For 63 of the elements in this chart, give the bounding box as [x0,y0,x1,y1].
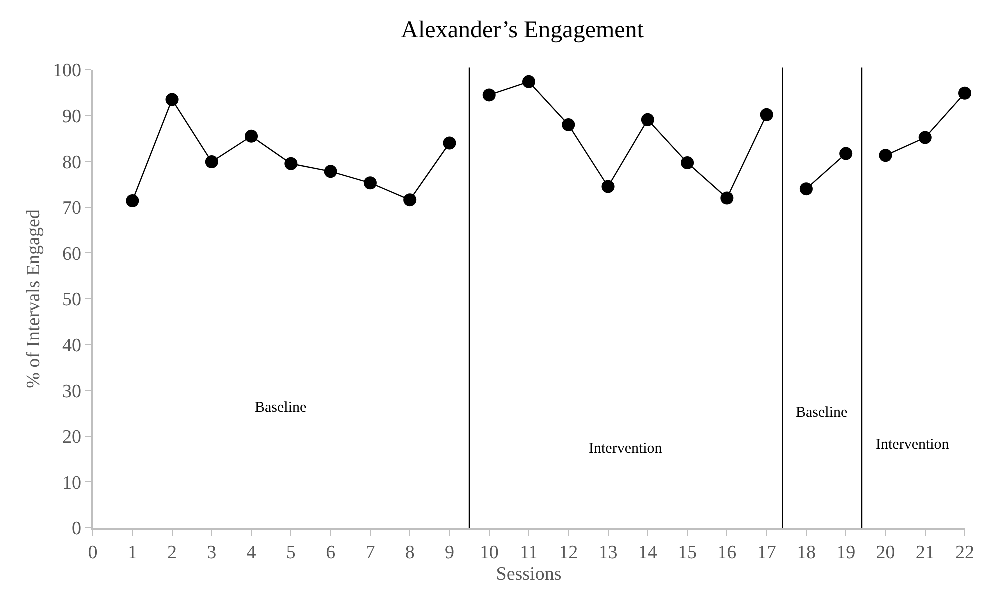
point [166,93,179,106]
annotation: Intervention [589,441,663,457]
y-axis-title: % of Intervals Engaged [23,209,44,388]
y-tick-label: 10 [62,472,82,494]
point [126,194,140,208]
y-tick-label: 20 [62,427,82,448]
x-tick-label: 7 [366,542,376,564]
point [641,113,654,126]
chart-title: Alexander’s Engagement [401,18,644,44]
y-tick-label: 0 [72,518,82,540]
point [522,75,536,88]
annotation: Baseline [796,405,848,421]
x-tick-label: 13 [598,542,618,564]
point [720,192,734,205]
annotation: Baseline [255,400,307,416]
y-tick-label: 40 [62,335,82,356]
point [800,182,813,196]
point [958,86,972,100]
x-tick-label: 0 [88,542,98,564]
y-tick-label: 50 [62,290,82,311]
y-tick-label: 60 [62,244,82,265]
point [284,157,298,170]
annotation: Intervention [876,437,950,453]
x-tick-label: 18 [796,542,816,564]
x-tick-label: 11 [520,542,538,564]
point [364,176,377,190]
point [840,147,853,160]
y-tick-label: 80 [62,152,82,174]
point [918,131,932,144]
x-tick-label: 10 [480,542,499,564]
point [879,149,892,162]
x-tick-label: 3 [207,542,217,564]
y-tick-label: 30 [62,381,82,402]
x-tick-label: 21 [916,542,935,564]
x-tick-label: 12 [559,542,578,564]
x-tick-label: 19 [836,542,856,564]
x-tick-label: 9 [444,542,454,564]
point [443,136,456,150]
point [404,194,417,207]
y-tick-label: 70 [62,198,82,220]
point [205,156,218,169]
x-tick-label: 20 [876,542,896,564]
x-tick-label: 14 [638,542,658,564]
x-tick-label: 1 [128,542,138,564]
point [562,118,576,132]
x-tick-label: 15 [678,542,698,564]
x-tick-label: 22 [956,542,974,564]
x-tick-label: 16 [718,542,737,564]
point [482,88,496,102]
point [681,156,694,170]
y-tick-label: 90 [62,106,82,128]
y-tick-label: 100 [52,60,82,82]
x-tick-label: 5 [286,542,296,564]
x-tick-label: 17 [757,542,776,564]
point [602,180,615,194]
x-axis-title: Sessions [496,564,562,585]
point [245,130,258,143]
x-tick-label: 8 [405,542,415,564]
point [324,165,338,178]
x-tick-label: 6 [326,542,336,564]
x-tick-label: 2 [168,542,178,564]
x-tick-label: 4 [246,542,257,564]
point [760,108,774,122]
